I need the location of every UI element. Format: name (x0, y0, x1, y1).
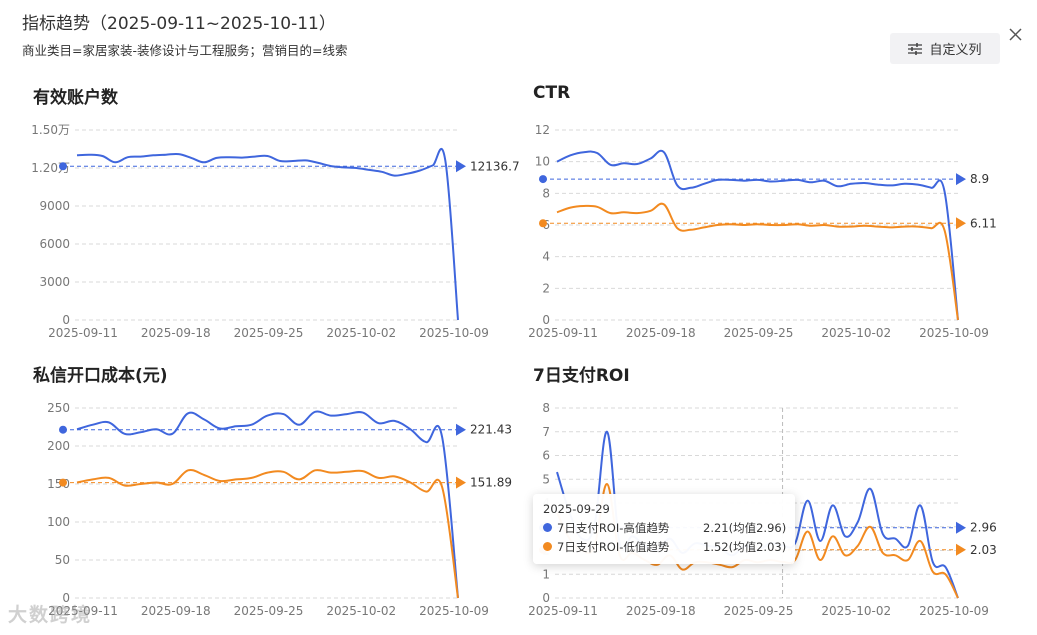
x-tick-label: 2025-09-18 (626, 326, 696, 340)
x-tick-label: 2025-10-09 (919, 326, 989, 340)
y-tick-label: 250 (47, 401, 70, 415)
series-line-orange (76, 468, 459, 599)
average-arrow-icon (456, 476, 466, 489)
series-line-blue (556, 149, 959, 321)
y-tick-label: 10 (535, 155, 550, 169)
x-tick-label: 2025-09-25 (724, 326, 794, 340)
chart-title-dm-cost: 私信开口成本(元) (33, 366, 168, 386)
y-tick-label: 7 (542, 425, 550, 439)
custom-columns-button[interactable]: 自定义列 (890, 33, 1000, 64)
average-label: 2.03 (970, 543, 997, 557)
average-label: 2.96 (970, 521, 997, 535)
tooltip-series-name: 7日支付ROI-高值趋势 (557, 521, 670, 535)
x-tick-label: 2025-10-02 (326, 604, 396, 618)
average-arrow-icon (456, 160, 466, 173)
tooltip-row-low: 7日支付ROI-低值趋势 1.52(均值2.03) (543, 539, 788, 555)
page-title: 指标趋势（2025-09-11~2025-10-11） (22, 14, 336, 34)
x-tick-label: 2025-09-25 (234, 326, 304, 340)
y-tick-label: 50 (55, 553, 70, 567)
y-tick-label: 9000 (39, 199, 70, 213)
average-label: 12136.7 (470, 159, 520, 173)
tooltip-series-value: 2.21(均值2.96) (703, 521, 787, 535)
x-tick-label: 2025-10-09 (419, 604, 489, 618)
average-start-dot (59, 162, 67, 171)
tooltip-series-name: 7日支付ROI-低值趋势 (557, 540, 670, 554)
tooltip-series-value: 1.52(均值2.03) (703, 540, 787, 554)
x-tick-label: 2025-09-25 (234, 604, 304, 618)
x-tick-label: 2025-10-09 (419, 326, 489, 340)
x-tick-label: 2025-09-18 (141, 604, 211, 618)
y-tick-label: 0 (542, 313, 550, 327)
tooltip-row-high: 7日支付ROI-高值趋势 2.21(均值2.96) (543, 520, 788, 536)
average-arrow-icon (956, 521, 966, 534)
average-label: 6.11 (970, 216, 997, 230)
x-tick-label: 2025-09-11 (528, 604, 598, 618)
average-start-dot (59, 478, 67, 487)
x-tick-label: 2025-09-11 (48, 604, 118, 618)
x-tick-label: 2025-09-25 (724, 604, 794, 618)
chart-title-ctr: CTR (533, 83, 571, 103)
y-tick-label: 100 (47, 515, 70, 529)
x-tick-label: 2025-10-09 (919, 604, 989, 618)
x-tick-label: 2025-09-18 (626, 604, 696, 618)
chart-tooltip: 2025-09-29 7日支付ROI-高值趋势 2.21(均值2.96) 7日支… (533, 494, 795, 564)
series-line-blue (76, 410, 459, 599)
close-icon[interactable] (1007, 26, 1025, 44)
average-arrow-icon (956, 543, 966, 556)
y-tick-label: 5 (542, 472, 550, 486)
y-tick-label: 0 (62, 313, 70, 327)
y-tick-label: 200 (47, 439, 70, 453)
average-label: 221.43 (470, 423, 512, 437)
average-label: 151.89 (470, 476, 512, 490)
chart-title-roi7: 7日支付ROI (533, 366, 630, 386)
y-tick-label: 0 (62, 591, 70, 605)
x-tick-label: 2025-10-02 (821, 326, 891, 340)
series-line-blue (76, 147, 459, 321)
x-tick-label: 2025-09-11 (528, 326, 598, 340)
average-start-dot (59, 425, 67, 434)
average-arrow-icon (456, 423, 466, 436)
y-tick-label: 4 (542, 250, 550, 264)
y-tick-label: 0 (542, 591, 550, 605)
y-tick-label: 1.50万 (31, 123, 70, 137)
x-tick-label: 2025-10-02 (821, 604, 891, 618)
filter-summary: 商业类目=家居家装-装修设计与工程服务；营销目的=线索 (22, 43, 348, 58)
x-tick-label: 2025-09-11 (48, 326, 118, 340)
y-tick-label: 3000 (39, 275, 70, 289)
average-start-dot (539, 175, 547, 184)
y-tick-label: 1 (542, 567, 550, 581)
watermark-logo: 大数跨境 (8, 604, 93, 626)
sliders-icon (908, 42, 923, 55)
average-label: 8.9 (970, 172, 989, 186)
x-tick-label: 2025-10-02 (326, 326, 396, 340)
average-arrow-icon (956, 173, 966, 186)
y-tick-label: 6 (542, 449, 550, 463)
y-tick-label: 12 (535, 123, 550, 137)
average-start-dot (539, 219, 547, 228)
y-tick-label: 8 (542, 186, 550, 200)
y-tick-label: 6000 (39, 237, 70, 251)
tooltip-dot-blue (543, 523, 552, 532)
x-tick-label: 2025-09-18 (141, 326, 211, 340)
y-tick-label: 2 (542, 281, 550, 295)
average-arrow-icon (956, 217, 966, 230)
tooltip-date: 2025-09-29 (543, 502, 610, 516)
tooltip-dot-orange (543, 542, 552, 551)
y-tick-label: 8 (542, 401, 550, 415)
chart-title-accounts: 有效账户数 (33, 88, 118, 108)
series-line-orange (556, 202, 959, 321)
custom-columns-label: 自定义列 (929, 43, 982, 58)
